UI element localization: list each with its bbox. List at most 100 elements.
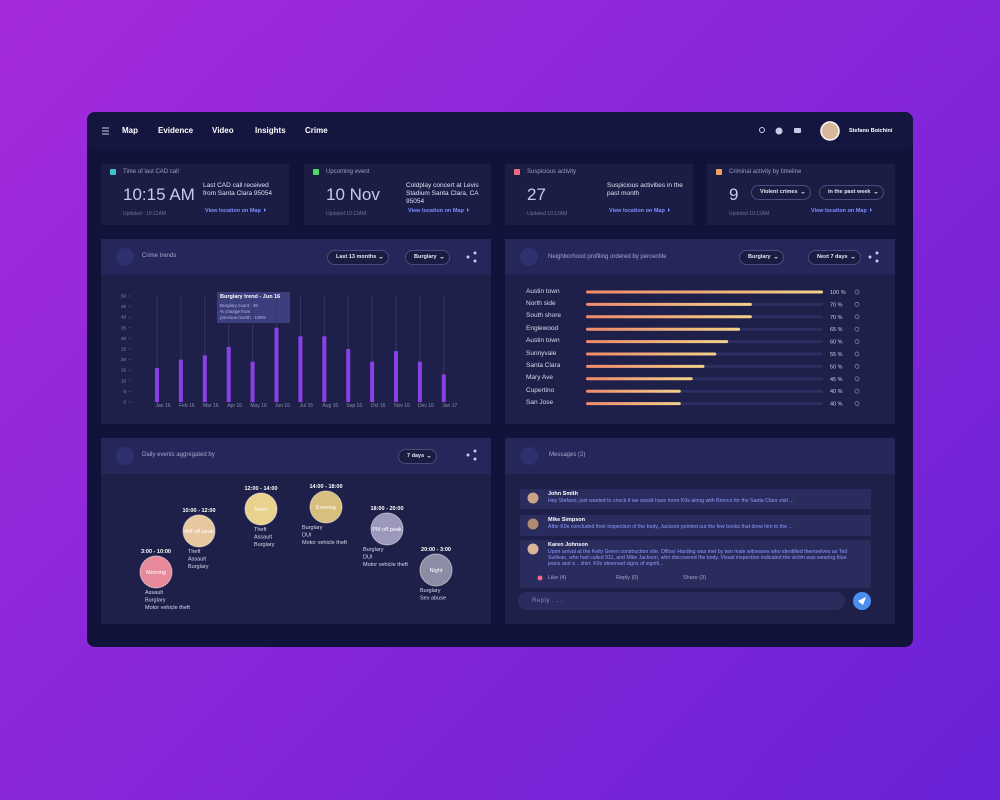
pin-icon (854, 339, 860, 344)
share-icon[interactable] (466, 251, 477, 263)
x-tick-label: Nov 16 (394, 403, 410, 409)
dropdown[interactable]: in the past week (819, 185, 884, 200)
y-tick-label: 35 (121, 325, 127, 330)
period-bubble (370, 512, 404, 546)
card-icon (313, 169, 319, 175)
period-time: 3:00 - 10:00 (141, 549, 171, 555)
card-link[interactable]: View location on Map (408, 208, 471, 215)
x-tick-label: Jan 16 (155, 403, 170, 409)
card-value: 10:15 AM (123, 185, 195, 204)
message-author: Karen Johnson (548, 542, 589, 548)
alert-icon[interactable] (775, 127, 783, 135)
row-label: Englewood (526, 324, 559, 332)
reply-placeholder[interactable]: Reply . . . (532, 598, 563, 604)
card (101, 164, 289, 225)
share-icon[interactable] (466, 449, 477, 461)
pin-icon (854, 376, 860, 382)
card-description: Coldplay concert at Levis Stadium Santa … (406, 182, 479, 205)
bar (178, 359, 183, 402)
y-tick-label: 20 (121, 357, 127, 362)
message-text: Hey Stefano, just wanted to check if we … (548, 498, 794, 504)
crime-label: Theft (254, 527, 267, 533)
like-icon (537, 575, 543, 581)
period-label: Noon (254, 507, 267, 513)
bar (226, 346, 231, 402)
crime-label: Burglary (145, 598, 166, 604)
value-label: 60 % (830, 340, 843, 346)
user-name: Stefano Boichini (849, 128, 893, 134)
card-description: Last CAD call received from Santa Clara … (203, 182, 273, 197)
period-time: 18:00 - 20:00 (370, 506, 403, 512)
reply-input[interactable] (518, 592, 845, 610)
search-icon[interactable] (759, 127, 765, 133)
message-text: Upon arrival at the Kelly Green construc… (548, 549, 848, 568)
share-icon[interactable] (868, 251, 879, 263)
crime-label: Assault (254, 535, 273, 541)
value-label: 70 % (830, 302, 843, 308)
message-author: John Smith (548, 491, 578, 497)
y-tick-label: 10 (121, 378, 127, 383)
card-link[interactable]: View location on Map (811, 208, 874, 215)
chat-icon[interactable] (794, 128, 801, 133)
dropdown[interactable]: Burglary (739, 250, 784, 265)
period-time: 10:00 - 12:00 (182, 508, 215, 514)
crime-label: Burglary (254, 542, 275, 548)
card-title: Criminal activity by timeline (729, 169, 802, 175)
crime-label: Theft (188, 549, 201, 555)
nav-item[interactable]: Video (212, 126, 234, 135)
period-label: AM off peak (184, 529, 213, 535)
message-action[interactable]: Share (3) (683, 575, 706, 581)
bar (202, 355, 207, 402)
card-icon (110, 169, 116, 175)
period-label: Morning (146, 570, 166, 576)
x-tick-label: Dec 16 (418, 403, 434, 409)
pin-icon (854, 388, 860, 394)
nav-item[interactable]: Map (122, 126, 138, 135)
card-link[interactable]: View location on Map (609, 208, 672, 215)
value-label: 65 % (830, 327, 843, 333)
x-tick-label: Aug 16 (322, 403, 338, 409)
nav-item[interactable]: Evidence (158, 126, 194, 135)
period-label: PM off peak (372, 527, 401, 533)
message-avatar (527, 543, 539, 555)
dropdown[interactable]: 7 days (398, 449, 438, 464)
row-label: San Jose (526, 399, 554, 407)
period-bubble (309, 490, 343, 524)
value-label: 40 % (830, 389, 843, 395)
value-label: 55 % (830, 352, 843, 358)
menu-icon[interactable] (102, 127, 109, 135)
message-avatar (527, 492, 539, 504)
nav-item[interactable]: Crime (305, 126, 328, 135)
dropdown[interactable]: Next 7 days (808, 250, 861, 265)
bar (586, 364, 705, 368)
y-tick-label: 0 (123, 400, 126, 405)
tooltip-title: Burglary trend - Jun 16 (220, 294, 281, 300)
bar (417, 361, 422, 402)
pin-icon (854, 326, 860, 332)
dropdown[interactable]: Last 13 months (327, 250, 390, 265)
bar (441, 374, 446, 402)
message-action[interactable]: Like (4) (548, 575, 567, 581)
pin-icon (854, 401, 860, 406)
message-box (520, 515, 871, 536)
avatar[interactable] (820, 121, 840, 141)
bar (586, 315, 752, 319)
dropdown[interactable]: Violent crimes (751, 185, 811, 200)
message-text: After K9s concluded their inspection of … (548, 524, 793, 530)
bar (586, 327, 741, 331)
row-label: Cupertino (526, 386, 555, 394)
dropdown[interactable]: Burglary (405, 250, 450, 265)
y-tick-label: 30 (121, 336, 127, 341)
bar (586, 402, 681, 406)
tooltip-line: previous month : 100% (220, 315, 267, 320)
nav-item[interactable]: Insights (255, 126, 286, 135)
card-updated: Updated : 10:12AM (123, 211, 167, 217)
card-link[interactable]: View location on Map (205, 208, 268, 215)
card-title: Upcoming event (326, 169, 370, 175)
message-action[interactable]: Reply (0) (616, 575, 639, 581)
value-label: 70 % (830, 315, 843, 321)
card (304, 164, 491, 225)
bar (274, 327, 279, 402)
